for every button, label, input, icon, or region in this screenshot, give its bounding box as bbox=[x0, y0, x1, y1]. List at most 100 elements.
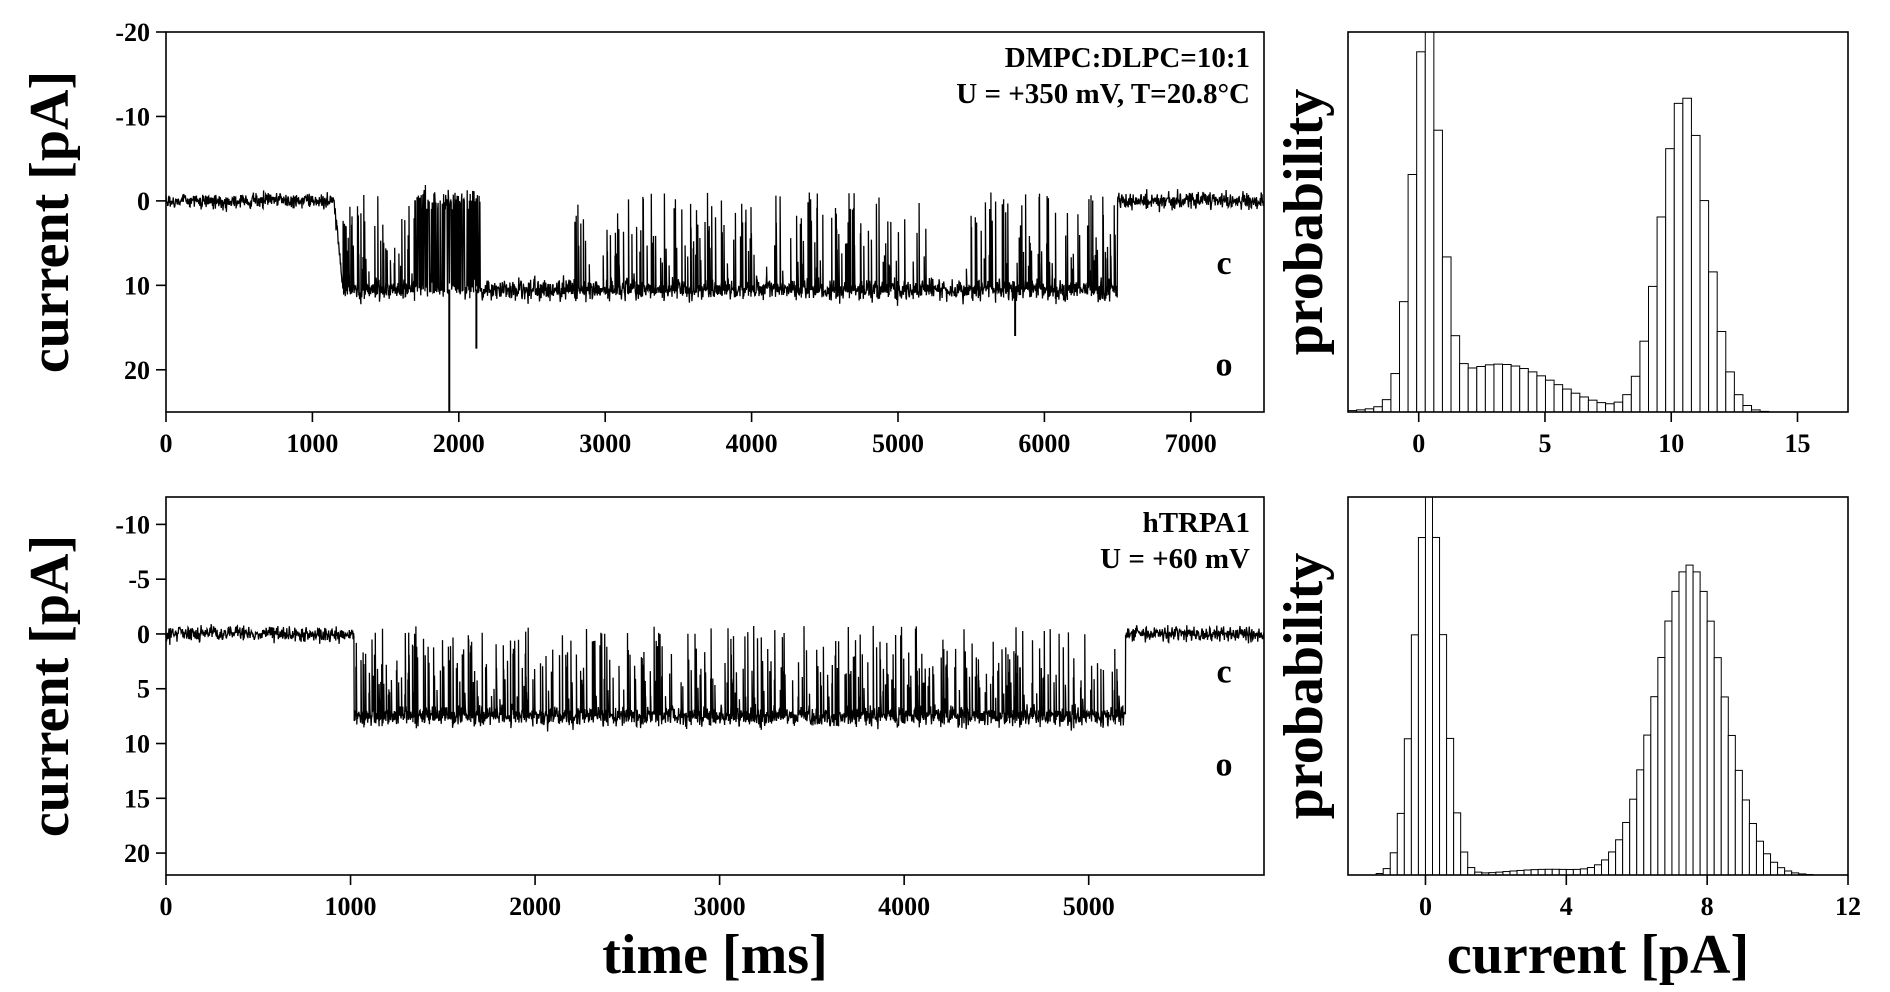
plot-frame bbox=[165, 31, 1265, 413]
x-tick-label: 4 bbox=[1560, 892, 1573, 921]
histogram-bar bbox=[1725, 371, 1735, 413]
histogram-bar bbox=[1460, 851, 1469, 876]
trace-bottom-panel: 0 1000 2000 3000 4000 5000 -10 -5 0 5 10 15 20 curren… bbox=[19, 496, 1265, 986]
hist-top-panel: 0 5 10 15 probability bbox=[1273, 31, 1849, 458]
histogram-bar bbox=[1690, 134, 1701, 413]
histogram-bar bbox=[1416, 51, 1426, 413]
histogram-bar bbox=[1558, 868, 1567, 876]
x-tick-label: 5000 bbox=[872, 429, 924, 458]
histogram-bar bbox=[1706, 620, 1715, 876]
y-tick-label: 20 bbox=[124, 839, 150, 868]
histogram-bar bbox=[1570, 392, 1581, 413]
x-tick-label: 3000 bbox=[579, 429, 631, 458]
histogram-bar bbox=[1777, 867, 1786, 876]
state-label: o bbox=[1216, 347, 1233, 384]
histogram-bar bbox=[1565, 868, 1574, 876]
state-label: o bbox=[1216, 746, 1233, 783]
histogram-bar bbox=[1527, 371, 1538, 413]
histogram-bar bbox=[1608, 851, 1617, 876]
histogram-bar bbox=[1433, 129, 1443, 413]
y-tick-label: 5 bbox=[137, 675, 150, 704]
histogram-bar bbox=[1762, 853, 1772, 876]
x-tick-label: 5000 bbox=[1063, 892, 1115, 921]
histogram-bar bbox=[1537, 868, 1546, 876]
x-tick-label: 10 bbox=[1658, 429, 1684, 458]
y-tick-label: -5 bbox=[128, 565, 150, 594]
trace-top-panel: 0 1000 2000 3000 4000 5000 6000 7000 -20 -10 0 10 20… bbox=[19, 18, 1265, 458]
y-axis-label: current [pA] bbox=[19, 535, 81, 837]
state-label: c bbox=[1216, 653, 1231, 690]
plot-frame bbox=[1347, 496, 1849, 876]
histogram-bar bbox=[1648, 285, 1658, 413]
histogram-bar bbox=[1727, 734, 1736, 876]
x-tick-label: 6000 bbox=[1018, 429, 1070, 458]
x-tick-label: 7000 bbox=[1165, 429, 1217, 458]
histogram-bar bbox=[1439, 634, 1448, 876]
histogram-bar bbox=[1664, 620, 1673, 876]
histogram-bar bbox=[1699, 590, 1708, 876]
histogram-bar bbox=[1551, 868, 1560, 876]
histogram-bar bbox=[1665, 148, 1675, 413]
hist-bottom-panel: 0 4 8 12 probability current [pA] bbox=[1273, 496, 1861, 986]
histogram-bar bbox=[1381, 399, 1392, 413]
condition-annotation: hTRPA1 bbox=[1143, 507, 1250, 539]
histogram-bar bbox=[1673, 102, 1684, 413]
histogram-bar bbox=[1410, 634, 1419, 876]
histogram-bar bbox=[1453, 812, 1462, 876]
histogram-bar bbox=[1741, 799, 1750, 876]
histogram-bar bbox=[1579, 396, 1589, 413]
histogram-bar bbox=[1643, 734, 1652, 876]
x-tick-label: 5 bbox=[1538, 429, 1551, 458]
histogram-bar bbox=[1484, 364, 1495, 413]
histogram-bar bbox=[1630, 375, 1641, 413]
x-tick-label: 4000 bbox=[878, 892, 930, 921]
condition-annotation: U = +60 mV bbox=[1100, 543, 1250, 575]
x-tick-label: 8 bbox=[1701, 892, 1714, 921]
histogram-bar bbox=[1755, 840, 1764, 876]
histogram-bar bbox=[1748, 823, 1757, 876]
histogram-bar bbox=[1622, 821, 1631, 876]
histogram-bar bbox=[1382, 868, 1391, 876]
histogram-bar bbox=[1699, 200, 1710, 413]
histogram-bar bbox=[1432, 536, 1441, 876]
plot-frame bbox=[1347, 31, 1849, 413]
histogram-bar bbox=[1389, 852, 1398, 876]
histogram-bar bbox=[1682, 97, 1692, 413]
y-axis-label: probability bbox=[1273, 553, 1335, 820]
plot-frame bbox=[165, 496, 1265, 876]
histogram-bar bbox=[1708, 271, 1718, 413]
y-tick-label: 15 bbox=[124, 784, 150, 813]
y-tick-label: -10 bbox=[115, 510, 150, 539]
histogram-bar bbox=[1579, 868, 1588, 876]
histogram-bar bbox=[1450, 335, 1461, 413]
histogram-bar bbox=[1536, 375, 1546, 413]
histogram-bar bbox=[1685, 564, 1694, 876]
y-tick-label: -10 bbox=[115, 102, 150, 131]
x-tick-label: 0 bbox=[160, 429, 173, 458]
histogram-bar bbox=[1493, 363, 1504, 413]
histogram-bar bbox=[1716, 330, 1727, 413]
x-tick-label: 2000 bbox=[433, 429, 485, 458]
x-tick-label: 4000 bbox=[726, 429, 778, 458]
histogram-bar bbox=[1734, 769, 1743, 876]
histogram-bar bbox=[1424, 31, 1435, 413]
x-tick-label: 0 bbox=[1419, 892, 1432, 921]
y-axis-label: probability bbox=[1273, 89, 1335, 356]
y-tick-label: 0 bbox=[137, 620, 150, 649]
histogram-bar bbox=[1424, 496, 1434, 876]
histogram-bar bbox=[1678, 571, 1687, 876]
histogram-bar bbox=[1601, 859, 1610, 876]
x-tick-label: 3000 bbox=[694, 892, 746, 921]
histogram-bar bbox=[1613, 401, 1624, 413]
histogram-bar bbox=[1713, 657, 1722, 876]
histogram-bar bbox=[1605, 403, 1615, 413]
histogram-bar bbox=[1403, 738, 1412, 876]
y-tick-label: 0 bbox=[137, 187, 150, 216]
histogram-bar bbox=[1399, 301, 1409, 413]
histogram-bar bbox=[1459, 363, 1469, 413]
histogram-bar bbox=[1519, 368, 1529, 413]
y-axis-label: current [pA] bbox=[19, 71, 81, 373]
histogram-bar bbox=[1596, 402, 1607, 413]
histogram-bar bbox=[1467, 867, 1476, 876]
